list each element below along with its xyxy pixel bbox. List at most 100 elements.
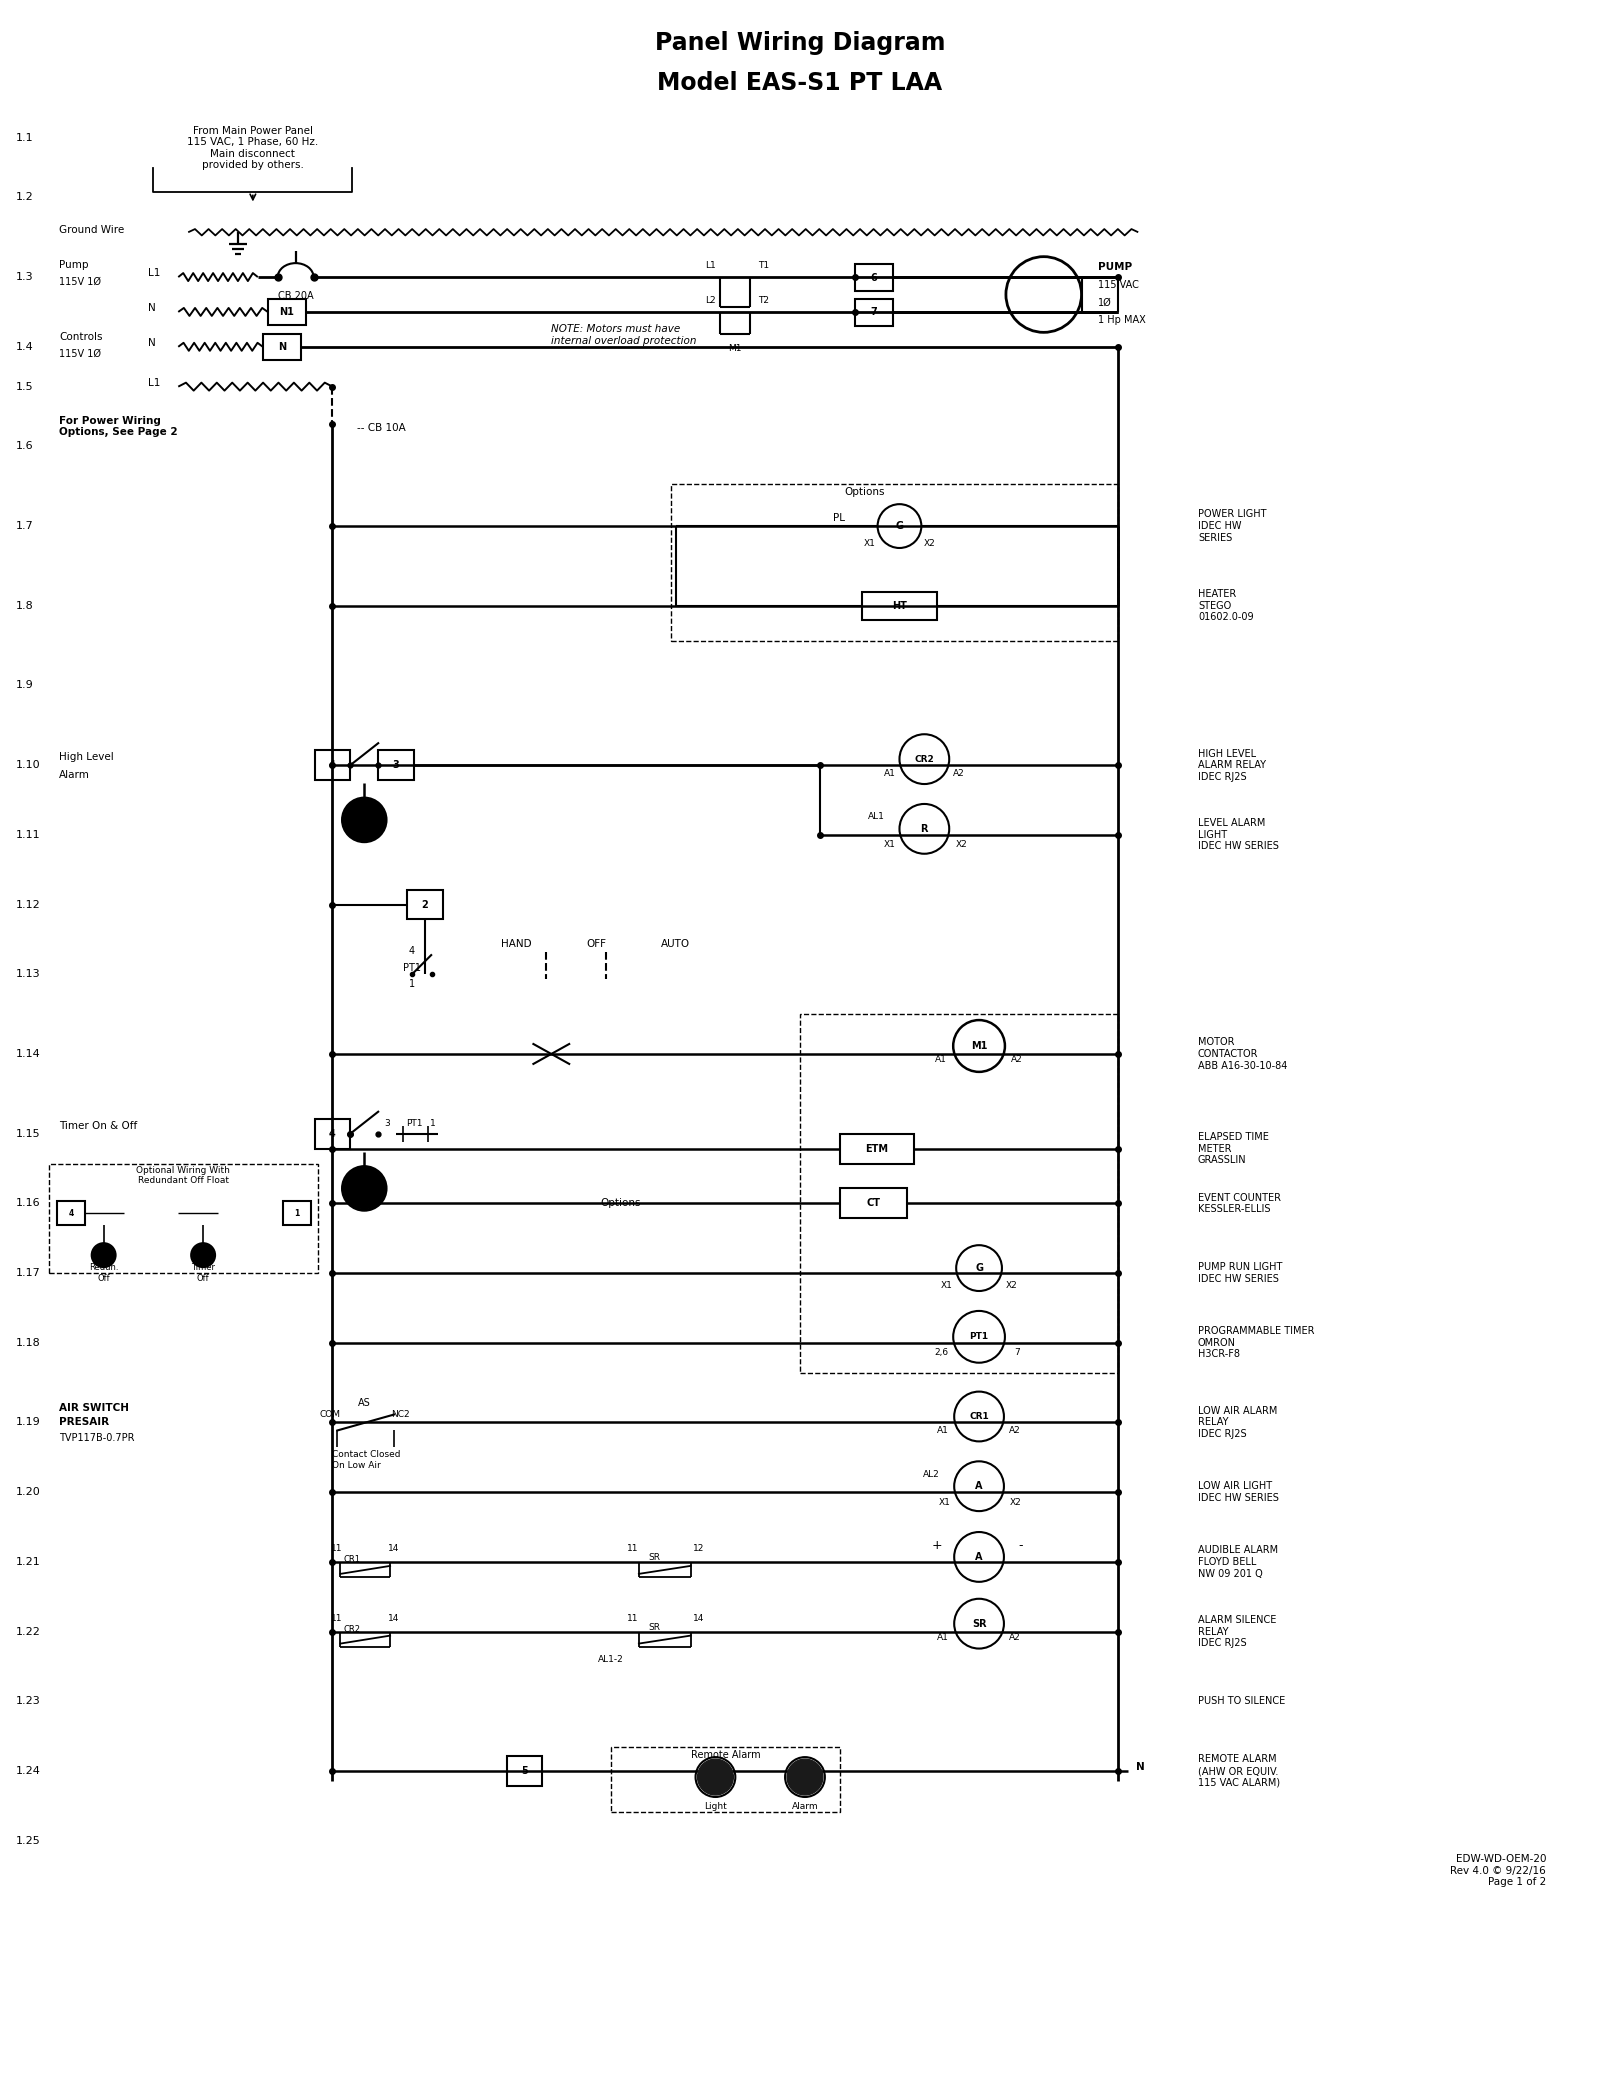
Bar — [800, 1015, 1118, 1373]
Text: 11: 11 — [627, 1615, 638, 1623]
Text: For Power Wiring
Options, See Page 2: For Power Wiring Options, See Page 2 — [59, 415, 178, 438]
Text: Model EAS-S1 PT LAA: Model EAS-S1 PT LAA — [658, 71, 942, 96]
Bar — [262, 333, 301, 361]
Bar — [611, 1746, 840, 1811]
Text: PROGRAMMABLE TIMER
OMRON
H3CR-F8: PROGRAMMABLE TIMER OMRON H3CR-F8 — [1198, 1325, 1315, 1359]
Text: REMOTE ALARM
(AHW OR EQUIV.
115 VAC ALARM): REMOTE ALARM (AHW OR EQUIV. 115 VAC ALAR… — [1198, 1755, 1280, 1788]
Text: CR2: CR2 — [915, 754, 934, 763]
Text: CR1: CR1 — [344, 1555, 362, 1565]
Text: 1.11: 1.11 — [16, 829, 40, 840]
Text: 4: 4 — [69, 1209, 74, 1217]
Text: 1.9: 1.9 — [16, 681, 34, 690]
Text: HIGH LEVEL
ALARM RELAY
IDEC RJ2S: HIGH LEVEL ALARM RELAY IDEC RJ2S — [1198, 748, 1266, 782]
Text: Remote Alarm: Remote Alarm — [691, 1751, 760, 1761]
Bar — [378, 750, 414, 779]
Text: 11: 11 — [331, 1615, 342, 1623]
Text: A1: A1 — [936, 1055, 947, 1065]
Text: LEVEL ALARM
LIGHT
IDEC HW SERIES: LEVEL ALARM LIGHT IDEC HW SERIES — [1198, 819, 1278, 852]
Text: L1: L1 — [704, 260, 715, 271]
Text: L2: L2 — [706, 296, 715, 304]
Bar — [50, 1163, 317, 1273]
Text: ELAPSED TIME
METER
GRASSLIN: ELAPSED TIME METER GRASSLIN — [1198, 1132, 1269, 1165]
Text: PT1: PT1 — [970, 1332, 989, 1342]
Bar — [854, 298, 893, 325]
Text: A1: A1 — [938, 1634, 949, 1642]
Text: 1.13: 1.13 — [16, 969, 40, 979]
Text: A: A — [976, 1482, 982, 1492]
Text: 1: 1 — [410, 979, 414, 990]
Circle shape — [344, 1167, 386, 1209]
Text: SR: SR — [971, 1619, 986, 1630]
Text: AL2: AL2 — [923, 1469, 939, 1480]
Bar — [315, 750, 350, 779]
Text: Optional Wiring With
Redundant Off Float: Optional Wiring With Redundant Off Float — [136, 1165, 230, 1186]
Text: 2,6: 2,6 — [934, 1348, 949, 1357]
Text: 12: 12 — [693, 1544, 704, 1553]
Text: 1.25: 1.25 — [16, 1836, 42, 1846]
Text: AUDIBLE ALARM
FLOYD BELL
NW 09 201 Q: AUDIBLE ALARM FLOYD BELL NW 09 201 Q — [1198, 1546, 1278, 1578]
Text: PUMP RUN LIGHT
IDEC HW SERIES: PUMP RUN LIGHT IDEC HW SERIES — [1198, 1263, 1282, 1284]
Text: 4: 4 — [410, 946, 414, 957]
Text: LOW AIR LIGHT
IDEC HW SERIES: LOW AIR LIGHT IDEC HW SERIES — [1198, 1482, 1278, 1503]
Text: 4: 4 — [330, 1130, 336, 1138]
Text: 5: 5 — [522, 1765, 528, 1776]
Text: 7: 7 — [870, 308, 877, 317]
Text: 6: 6 — [870, 273, 877, 283]
Text: 115V 1Ø: 115V 1Ø — [59, 348, 101, 358]
Circle shape — [192, 1244, 214, 1267]
Text: CB 20A: CB 20A — [278, 292, 314, 300]
Text: PUSH TO SILENCE: PUSH TO SILENCE — [1198, 1696, 1285, 1707]
Text: X2: X2 — [955, 840, 966, 850]
Text: A: A — [976, 1553, 982, 1561]
Text: COM: COM — [320, 1411, 341, 1419]
Text: SR: SR — [648, 1623, 661, 1632]
Text: 1.21: 1.21 — [16, 1557, 42, 1567]
Text: 1.15: 1.15 — [16, 1130, 40, 1138]
Text: AL1: AL1 — [869, 813, 885, 821]
Bar — [315, 1119, 350, 1148]
Text: M1: M1 — [971, 1042, 987, 1050]
Text: 14: 14 — [389, 1615, 400, 1623]
Text: Timer On & Off: Timer On & Off — [59, 1121, 138, 1132]
Text: CT: CT — [867, 1198, 880, 1209]
Circle shape — [698, 1759, 733, 1794]
Text: G: G — [974, 1263, 982, 1273]
Text: -: - — [1019, 1540, 1022, 1553]
Text: 1.22: 1.22 — [16, 1628, 42, 1636]
Text: 11: 11 — [331, 1544, 342, 1553]
Text: AIR SWITCH: AIR SWITCH — [59, 1403, 130, 1413]
Text: PT1: PT1 — [403, 963, 421, 973]
Text: 115 VAC: 115 VAC — [1099, 279, 1139, 290]
Text: L1: L1 — [149, 269, 160, 277]
Text: A1: A1 — [938, 1425, 949, 1436]
Text: X1: X1 — [864, 540, 875, 548]
Text: 1.2: 1.2 — [16, 192, 34, 202]
Text: EDW-WD-OEM-20
Rev 4.0 © 9/22/16
Page 1 of 2: EDW-WD-OEM-20 Rev 4.0 © 9/22/16 Page 1 o… — [1450, 1855, 1546, 1888]
Text: EVENT COUNTER
KESSLER-ELLIS: EVENT COUNTER KESSLER-ELLIS — [1198, 1192, 1282, 1215]
Bar — [840, 1134, 915, 1163]
Bar — [267, 298, 306, 325]
Text: T1: T1 — [758, 260, 770, 271]
Text: NC2: NC2 — [390, 1411, 410, 1419]
Text: 14: 14 — [389, 1544, 400, 1553]
Text: X2: X2 — [1006, 1280, 1018, 1290]
Text: 1.20: 1.20 — [16, 1488, 42, 1496]
Text: AL1-2: AL1-2 — [598, 1655, 624, 1663]
Text: Ground Wire: Ground Wire — [59, 225, 125, 235]
Text: AUTO: AUTO — [661, 940, 690, 950]
Text: 1.17: 1.17 — [16, 1267, 42, 1277]
Text: 1.19: 1.19 — [16, 1417, 42, 1428]
Text: N: N — [278, 342, 286, 352]
Text: R: R — [920, 823, 928, 834]
Text: N: N — [149, 338, 157, 348]
Text: Options: Options — [845, 488, 885, 498]
Text: 1: 1 — [294, 1209, 299, 1217]
Text: Timer
Off: Timer Off — [190, 1263, 214, 1284]
Text: NOTE: Motors must have
internal overload protection: NOTE: Motors must have internal overload… — [552, 323, 698, 346]
Circle shape — [344, 798, 386, 840]
Text: Panel Wiring Diagram: Panel Wiring Diagram — [654, 31, 946, 54]
Text: 1Ø: 1Ø — [1099, 298, 1112, 308]
Text: Alarm: Alarm — [792, 1803, 818, 1811]
Text: 1.3: 1.3 — [16, 273, 34, 281]
Text: Redun.
Off: Redun. Off — [90, 1263, 118, 1284]
